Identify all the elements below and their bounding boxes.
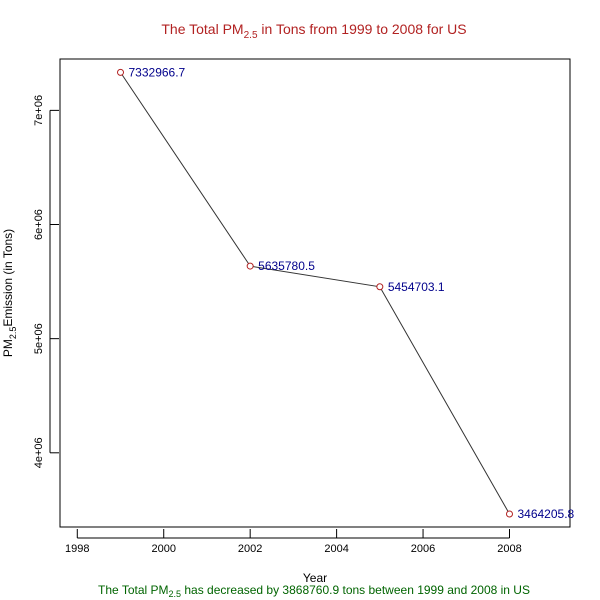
data-point [246,262,254,270]
data-point [376,283,384,291]
data-label: 3464205.8 [517,507,574,521]
y-axis: 4e+06 5e+06 6e+06 7e+06 [33,95,59,468]
chart-footnote: The Total PM2.5 has decreased by 3868760… [98,583,530,599]
x-tick-label: 2000 [151,543,175,555]
chart-title-subscript: 2.5 [244,30,258,41]
x-tick-label: 2006 [411,543,435,555]
data-point [117,68,125,76]
y-axis-title: PM2.5Emission (in Tons) [1,229,18,357]
x-tick-label: 2002 [238,543,262,555]
data-point [505,510,513,518]
chart-title-main: The Total PM [161,21,243,37]
data-label: 7332966.7 [129,65,186,79]
chart-title-rest: in Tons from 1999 to 2008 for US [258,21,467,37]
y-axis-title-subscript: 2.5 [8,327,18,340]
series-line [120,72,510,515]
data-label: 5635780.5 [258,259,315,273]
plot-frame [59,58,571,528]
y-tick-label: 5e+06 [33,323,45,354]
x-tick-label: 1998 [65,543,89,555]
footnote-main: The Total PM [98,583,168,597]
y-tick-label: 4e+06 [33,437,45,468]
y-tick-label: 6e+06 [33,209,45,240]
y-axis-title-rest: Emission (in Tons) [1,229,15,327]
x-axis-title: Year [303,571,327,585]
footnote-subscript: 2.5 [169,589,182,599]
x-axis: 1998 2000 2002 2004 2006 2008 [65,529,522,555]
data-label: 5454703.1 [388,280,445,294]
x-tick-label: 2008 [497,543,521,555]
y-tick-label: 7e+06 [33,95,45,126]
y-axis-title-main: PM [1,339,15,357]
x-tick-label: 2004 [324,543,348,555]
series: 7332966.7 5635780.5 5454703.1 3464205.8 [117,65,575,521]
chart-title: The Total PM2.5 in Tons from 1999 to 200… [161,21,466,41]
footnote-rest: has decreased by 3868760.9 tons between … [181,583,530,597]
